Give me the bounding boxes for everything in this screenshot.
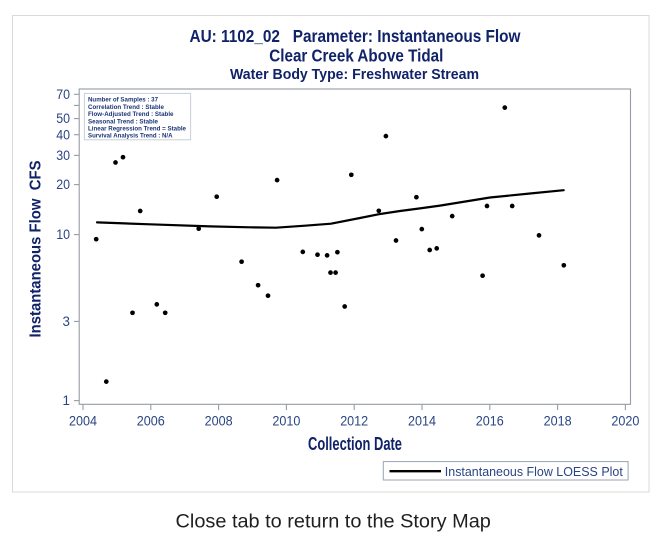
svg-text:20: 20 [56,177,70,192]
svg-text:Linear Regression Trend = Stab: Linear Regression Trend = Stable [88,126,186,133]
svg-text:2018: 2018 [544,414,572,429]
svg-text:10: 10 [56,227,70,242]
svg-text:Correlation Trend : Stable: Correlation Trend : Stable [88,104,164,111]
svg-text:2004: 2004 [69,414,98,429]
svg-text:2016: 2016 [476,414,504,429]
svg-text:70: 70 [56,87,70,102]
svg-text:Instantaneous Flow CFS: Instantaneous Flow CFS [28,161,45,338]
svg-text:2008: 2008 [205,414,233,429]
svg-text:Close tab to return to the Sto: Close tab to return to the Story Map [176,512,491,533]
svg-text:Clear Creek Above Tidal: Clear Creek Above Tidal [269,45,443,65]
svg-text:Seasonal Trend : Stable: Seasonal Trend : Stable [88,118,158,125]
svg-text:AU: 1102_02 Parameter: Insta: AU: 1102_02 Parameter: Instantaneous Flo… [190,26,521,46]
svg-text:Instantaneous Flow LOESS Plot: Instantaneous Flow LOESS Plot [445,464,623,479]
svg-text:30: 30 [56,148,70,163]
svg-text:40: 40 [56,127,70,142]
svg-text:2014: 2014 [408,414,437,429]
svg-text:2020: 2020 [611,414,639,429]
svg-text:Water Body Type: Freshwater St: Water Body Type: Freshwater Stream [230,67,479,83]
svg-text:Survival Analysis Trend : N/A: Survival Analysis Trend : N/A [88,133,173,140]
svg-text:Collection Date: Collection Date [308,434,402,454]
svg-text:3: 3 [63,314,70,329]
svg-text:2012: 2012 [340,414,368,429]
svg-text:Flow-Adjusted Trend : Stable: Flow-Adjusted Trend : Stable [88,111,174,118]
svg-text:1: 1 [63,393,70,408]
svg-text:2010: 2010 [272,414,300,429]
svg-text:2006: 2006 [137,414,165,429]
svg-text:50: 50 [56,111,70,126]
svg-text:Number of Samples : 37: Number of Samples : 37 [88,97,158,104]
